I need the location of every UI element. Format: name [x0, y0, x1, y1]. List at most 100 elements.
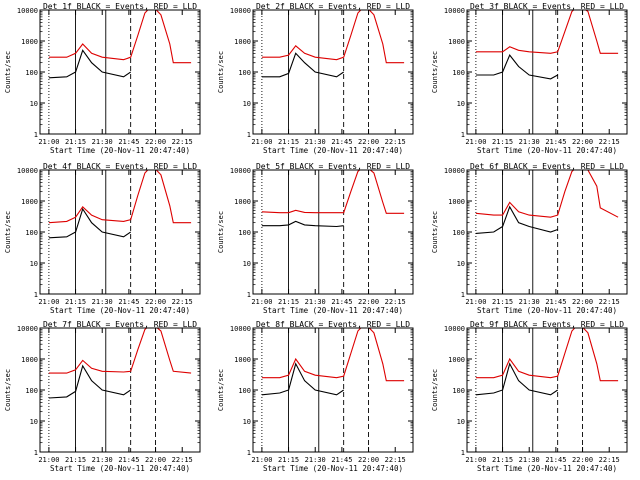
x-tick-label: 21:15: [278, 298, 299, 306]
y-tick-label: 10: [457, 418, 465, 426]
plot-area: [475, 10, 619, 80]
plot-frame: [252, 169, 414, 295]
panel-2: Det 2f BLACK = Events, RED = LLD 1 10 100 10…: [217, 2, 414, 155]
panel-title: Det 2f BLACK = Events, RED = LLD: [256, 2, 410, 11]
lld-series-line: [48, 170, 192, 224]
x-tick-label: 21:15: [65, 298, 86, 306]
plot-area: [475, 328, 619, 396]
x-tick-label: 22:00: [145, 298, 166, 306]
x-tick-label: 22:00: [358, 456, 379, 464]
x-tick-label: 21:45: [545, 138, 566, 146]
y-tick-label: 10000: [230, 7, 251, 15]
y-axis-title: Counts/sec: [4, 211, 12, 253]
x-tick-label: 22:00: [358, 138, 379, 146]
panel-9: Det 9f BLACK = Events, RED = LLD 1 10 100 10…: [431, 320, 628, 473]
x-tick-label: 21:15: [492, 456, 513, 464]
y-tick-label: 10: [457, 260, 465, 268]
y-axis-title: Counts/sec: [217, 211, 225, 253]
lld-series-line: [261, 328, 405, 382]
y-tick-label: 1: [461, 131, 465, 139]
y-tick-label: 1: [247, 131, 251, 139]
x-tick-label: 21:30: [92, 298, 113, 306]
lld-series-line: [48, 10, 192, 64]
x-tick-label: 21:15: [65, 456, 86, 464]
events-series-line: [48, 207, 132, 239]
plot-frame: [466, 9, 628, 135]
y-tick-label: 1000: [448, 38, 465, 46]
plot-area: [48, 170, 192, 239]
y-axis-title: Counts/sec: [217, 51, 225, 93]
y-tick-label: 100: [238, 229, 251, 237]
plot-frame: [252, 327, 414, 453]
y-axis-title: Counts/sec: [431, 369, 439, 411]
panel-title: Det 9f BLACK = Events, RED = LLD: [470, 320, 624, 329]
y-tick-label: 100: [25, 69, 38, 77]
panel-8: Det 8f BLACK = Events, RED = LLD 1 10 100 10…: [217, 320, 414, 473]
y-tick-label: 100: [452, 69, 465, 77]
y-tick-label: 10: [30, 100, 38, 108]
events-series-line: [475, 205, 558, 234]
plot-area: [48, 328, 192, 399]
x-tick-label: 22:15: [172, 456, 193, 464]
plot-area: [261, 170, 405, 228]
y-tick-label: 1000: [234, 356, 251, 364]
y-tick-label: 10000: [444, 7, 465, 15]
x-axis-title: Start Time (20-Nov-11 20:47:40): [50, 464, 190, 473]
panel-3: Det 3f BLACK = Events, RED = LLD 1 10 100 10…: [431, 2, 628, 155]
y-axis-title: Counts/sec: [4, 369, 12, 411]
x-tick-label: 21:15: [492, 138, 513, 146]
y-tick-label: 1: [461, 449, 465, 457]
x-tick-label: 22:00: [145, 456, 166, 464]
panel-title: Det 6f BLACK = Events, RED = LLD: [470, 162, 624, 171]
x-tick-label: 21:30: [92, 456, 113, 464]
y-tick-label: 100: [452, 387, 465, 395]
y-tick-label: 10000: [444, 167, 465, 175]
x-tick-label: 21:00: [38, 138, 59, 146]
y-tick-label: 1000: [448, 356, 465, 364]
y-tick-label: 1000: [448, 198, 465, 206]
events-series-line: [261, 220, 344, 228]
x-tick-label: 21:30: [92, 138, 113, 146]
x-tick-label: 21:30: [305, 138, 326, 146]
y-tick-label: 100: [25, 387, 38, 395]
x-tick-label: 22:15: [172, 298, 193, 306]
y-tick-label: 1: [247, 449, 251, 457]
x-tick-label: 21:00: [38, 298, 59, 306]
panel-title: Det 7f BLACK = Events, RED = LLD: [43, 320, 197, 329]
lld-series-line: [475, 10, 619, 54]
y-tick-label: 10000: [230, 167, 251, 175]
x-tick-label: 22:15: [599, 456, 620, 464]
x-axis-title: Start Time (20-Nov-11 20:47:40): [263, 306, 403, 315]
plot-area: [48, 10, 192, 79]
y-tick-label: 1: [461, 291, 465, 299]
x-tick-label: 22:15: [172, 138, 193, 146]
x-tick-label: 21:00: [38, 456, 59, 464]
x-tick-label: 21:30: [305, 456, 326, 464]
x-tick-label: 21:45: [545, 456, 566, 464]
x-tick-label: 22:15: [599, 138, 620, 146]
x-tick-label: 22:00: [572, 138, 593, 146]
events-series-line: [475, 54, 558, 80]
x-tick-label: 21:30: [519, 456, 540, 464]
y-tick-label: 100: [25, 229, 38, 237]
y-tick-label: 1: [247, 291, 251, 299]
x-tick-label: 21:00: [251, 456, 272, 464]
plot-area: [261, 10, 405, 78]
panel-title: Det 5f BLACK = Events, RED = LLD: [256, 162, 410, 171]
x-axis-title: Start Time (20-Nov-11 20:47:40): [477, 464, 617, 473]
events-series-line: [475, 362, 559, 396]
y-tick-label: 100: [238, 69, 251, 77]
y-tick-label: 1: [34, 291, 38, 299]
y-tick-label: 1: [34, 131, 38, 139]
lld-series-line: [475, 328, 619, 382]
x-tick-label: 22:15: [385, 456, 406, 464]
lld-series-line: [261, 10, 405, 64]
x-tick-label: 22:15: [385, 138, 406, 146]
y-tick-label: 10000: [17, 7, 38, 15]
y-tick-label: 1000: [21, 356, 38, 364]
y-tick-label: 1: [34, 449, 38, 457]
x-tick-label: 22:00: [572, 298, 593, 306]
panel-5: Det 5f BLACK = Events, RED = LLD 1 10 100 10…: [217, 162, 414, 315]
y-tick-label: 1000: [21, 198, 38, 206]
